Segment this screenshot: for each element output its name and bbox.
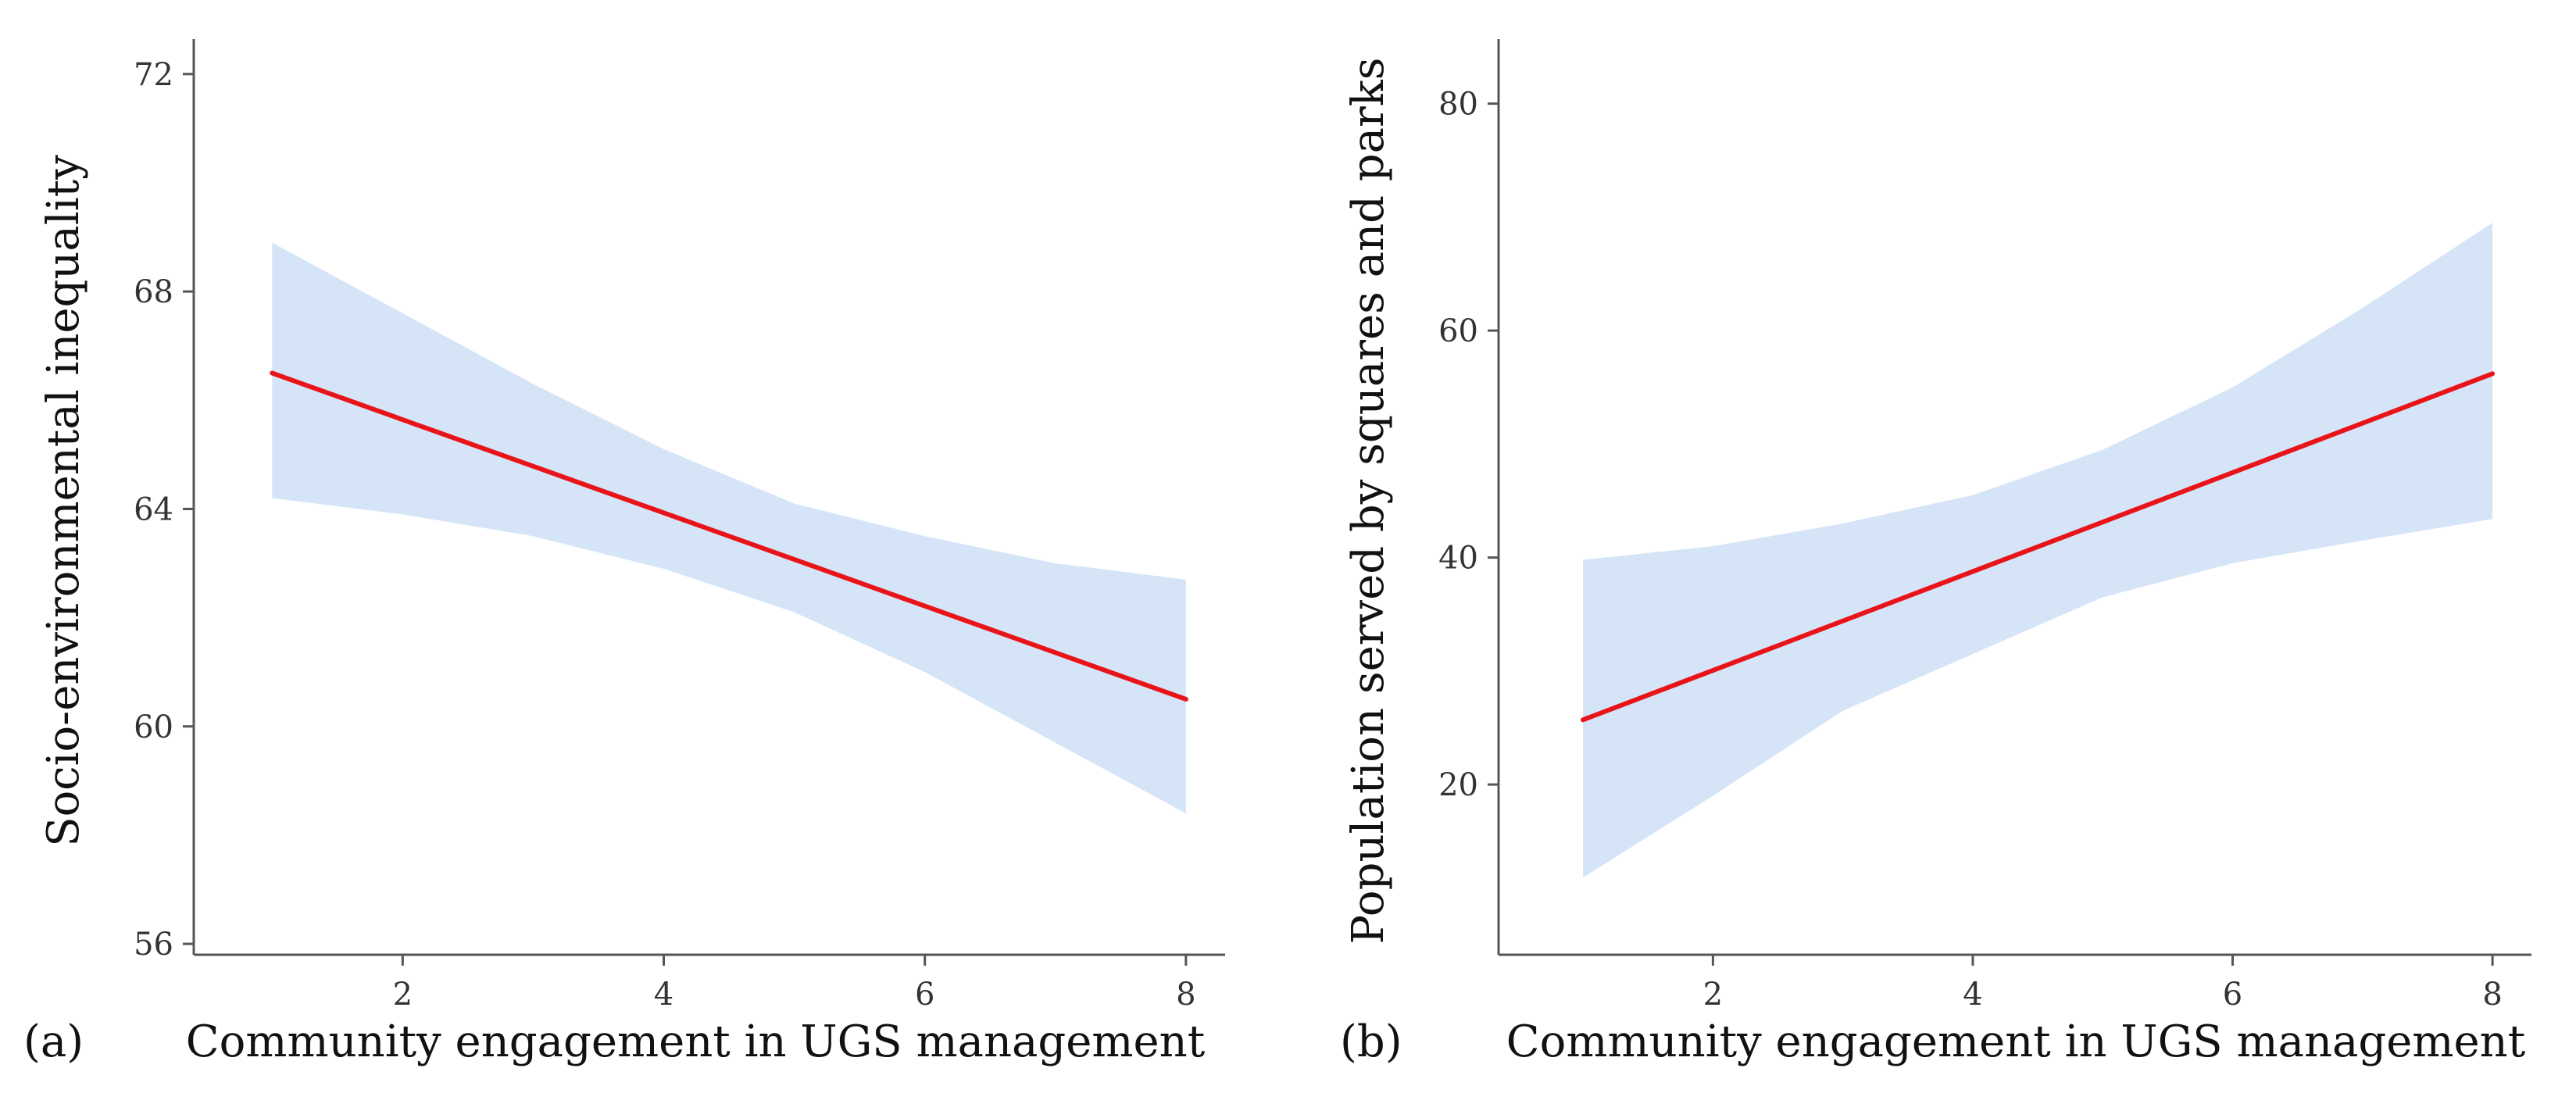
y-tick-label: 60 xyxy=(1438,313,1478,349)
y-tick-label: 80 xyxy=(1438,87,1478,123)
x-tick-label: 2 xyxy=(1703,977,1723,1013)
panel-label: (b) xyxy=(1340,1016,1402,1067)
y-tick-label: 60 xyxy=(134,709,173,745)
x-tick-label: 8 xyxy=(2482,977,2502,1013)
y-axis-title: Socio-environmental inequality xyxy=(38,155,89,847)
y-axis-title: Population served by squares and parks xyxy=(1343,58,1394,945)
x-axis-title: Community engagement in UGS management xyxy=(186,1016,1206,1067)
x-tick-label: 6 xyxy=(915,977,934,1013)
y-tick-label: 20 xyxy=(1438,767,1478,803)
y-tick-label: 64 xyxy=(134,491,173,527)
y-tick-label: 68 xyxy=(134,274,173,310)
y-tick-label: 72 xyxy=(134,57,173,93)
x-tick-label: 2 xyxy=(393,977,413,1013)
y-tick-label: 40 xyxy=(1438,541,1478,577)
confidence-band xyxy=(1583,223,2493,878)
x-tick-label: 6 xyxy=(2223,977,2242,1013)
fit-line xyxy=(1581,371,2496,723)
x-axis-title: Community engagement in UGS management xyxy=(1506,1016,2526,1067)
y-tick-label: 56 xyxy=(134,927,173,963)
confidence-band xyxy=(272,242,1186,814)
x-tick-label: 8 xyxy=(1176,977,1195,1013)
fit-line xyxy=(270,370,1188,702)
panel-b: 20 40 60 80 2 4 6 8 Population served by squares… xyxy=(1340,39,2531,1067)
panel-label: (a) xyxy=(23,1016,84,1067)
x-tick-label: 4 xyxy=(1963,977,1982,1013)
x-tick-label: 4 xyxy=(654,977,673,1013)
